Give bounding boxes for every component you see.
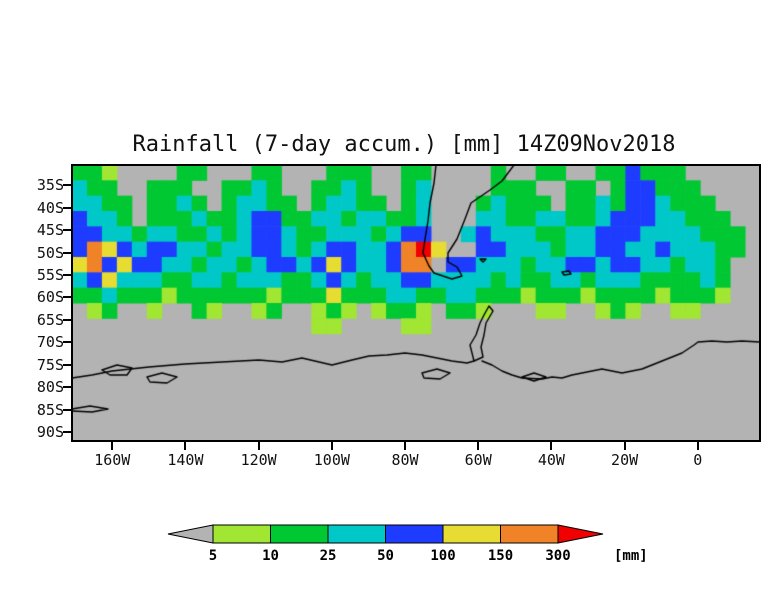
x-tick-label: 60W xyxy=(464,451,492,469)
y-tick-mark xyxy=(63,318,71,321)
y-tick-label: 35S xyxy=(36,176,64,195)
y-tick-mark xyxy=(63,363,71,366)
colorbar-legend: [mm] 5 10 25 50 100 150 300 xyxy=(166,522,686,572)
colorbar-shape xyxy=(167,524,604,544)
x-tick-mark xyxy=(404,442,407,450)
colorbar-boundary-label: 50 xyxy=(377,548,394,564)
colorbar-arrow-low xyxy=(167,524,214,544)
x-tick-mark xyxy=(696,442,699,450)
x-tick-mark xyxy=(111,442,114,450)
y-tick-label: 70S xyxy=(36,333,64,352)
y-tick-mark xyxy=(63,184,71,187)
y-tick-label: 65S xyxy=(36,310,64,329)
x-tick-mark xyxy=(623,442,626,450)
colorbar-boundary-label: 25 xyxy=(319,548,337,564)
x-tick-label: 160W xyxy=(94,451,131,469)
colorbar-segment xyxy=(500,524,559,544)
x-tick-label: 80W xyxy=(391,451,419,469)
colorbar-segment xyxy=(212,524,271,544)
x-tick-mark xyxy=(330,442,333,450)
y-tick-label: 60S xyxy=(36,288,64,307)
x-tick-mark xyxy=(550,442,553,450)
x-tick-label: 140W xyxy=(167,451,204,469)
y-tick-mark xyxy=(63,251,71,254)
chart-title: Rainfall (7-day accum.) [mm] 14Z09Nov201… xyxy=(132,132,676,157)
colorbar-segment xyxy=(442,524,501,544)
y-tick-mark xyxy=(63,229,71,232)
colorbar-segment xyxy=(385,524,444,544)
rainfall-heatmap-canvas xyxy=(72,165,760,441)
x-tick-label: 120W xyxy=(240,451,277,469)
y-tick-label: 85S xyxy=(36,400,64,419)
y-tick-label: 55S xyxy=(36,265,64,284)
y-tick-label: 80S xyxy=(36,378,64,397)
colorbar-boundary-label: 100 xyxy=(430,548,456,564)
y-tick-mark xyxy=(63,386,71,389)
colorbar-boundary-label: 300 xyxy=(545,548,571,564)
x-tick-mark xyxy=(184,442,187,450)
colorbar-unit-label: [mm] xyxy=(614,548,648,564)
y-tick-mark xyxy=(63,206,71,209)
x-tick-label: 0 xyxy=(693,451,703,469)
x-tick-label: 20W xyxy=(611,451,639,469)
colorbar-boundary-label: 5 xyxy=(208,548,218,564)
y-tick-mark xyxy=(63,341,71,344)
y-tick-label: 50S xyxy=(36,243,64,262)
y-tick-label: 90S xyxy=(36,423,64,442)
y-tick-mark xyxy=(63,431,71,434)
y-tick-label: 40S xyxy=(36,198,64,217)
colorbar-arrow-high xyxy=(557,524,604,544)
x-tick-label: 100W xyxy=(313,451,350,469)
y-tick-mark xyxy=(63,296,71,299)
colorbar-boundary-label: 10 xyxy=(262,548,279,564)
y-tick-mark xyxy=(63,408,71,411)
y-tick-label: 45S xyxy=(36,221,64,240)
colorbar-boundary-label: 150 xyxy=(487,548,514,564)
x-tick-mark xyxy=(257,442,260,450)
x-tick-mark xyxy=(477,442,480,450)
y-tick-mark xyxy=(63,273,71,276)
y-tick-label: 75S xyxy=(36,355,64,374)
colorbar-segment xyxy=(327,524,386,544)
x-tick-label: 40W xyxy=(537,451,565,469)
colorbar-segment xyxy=(270,524,329,544)
